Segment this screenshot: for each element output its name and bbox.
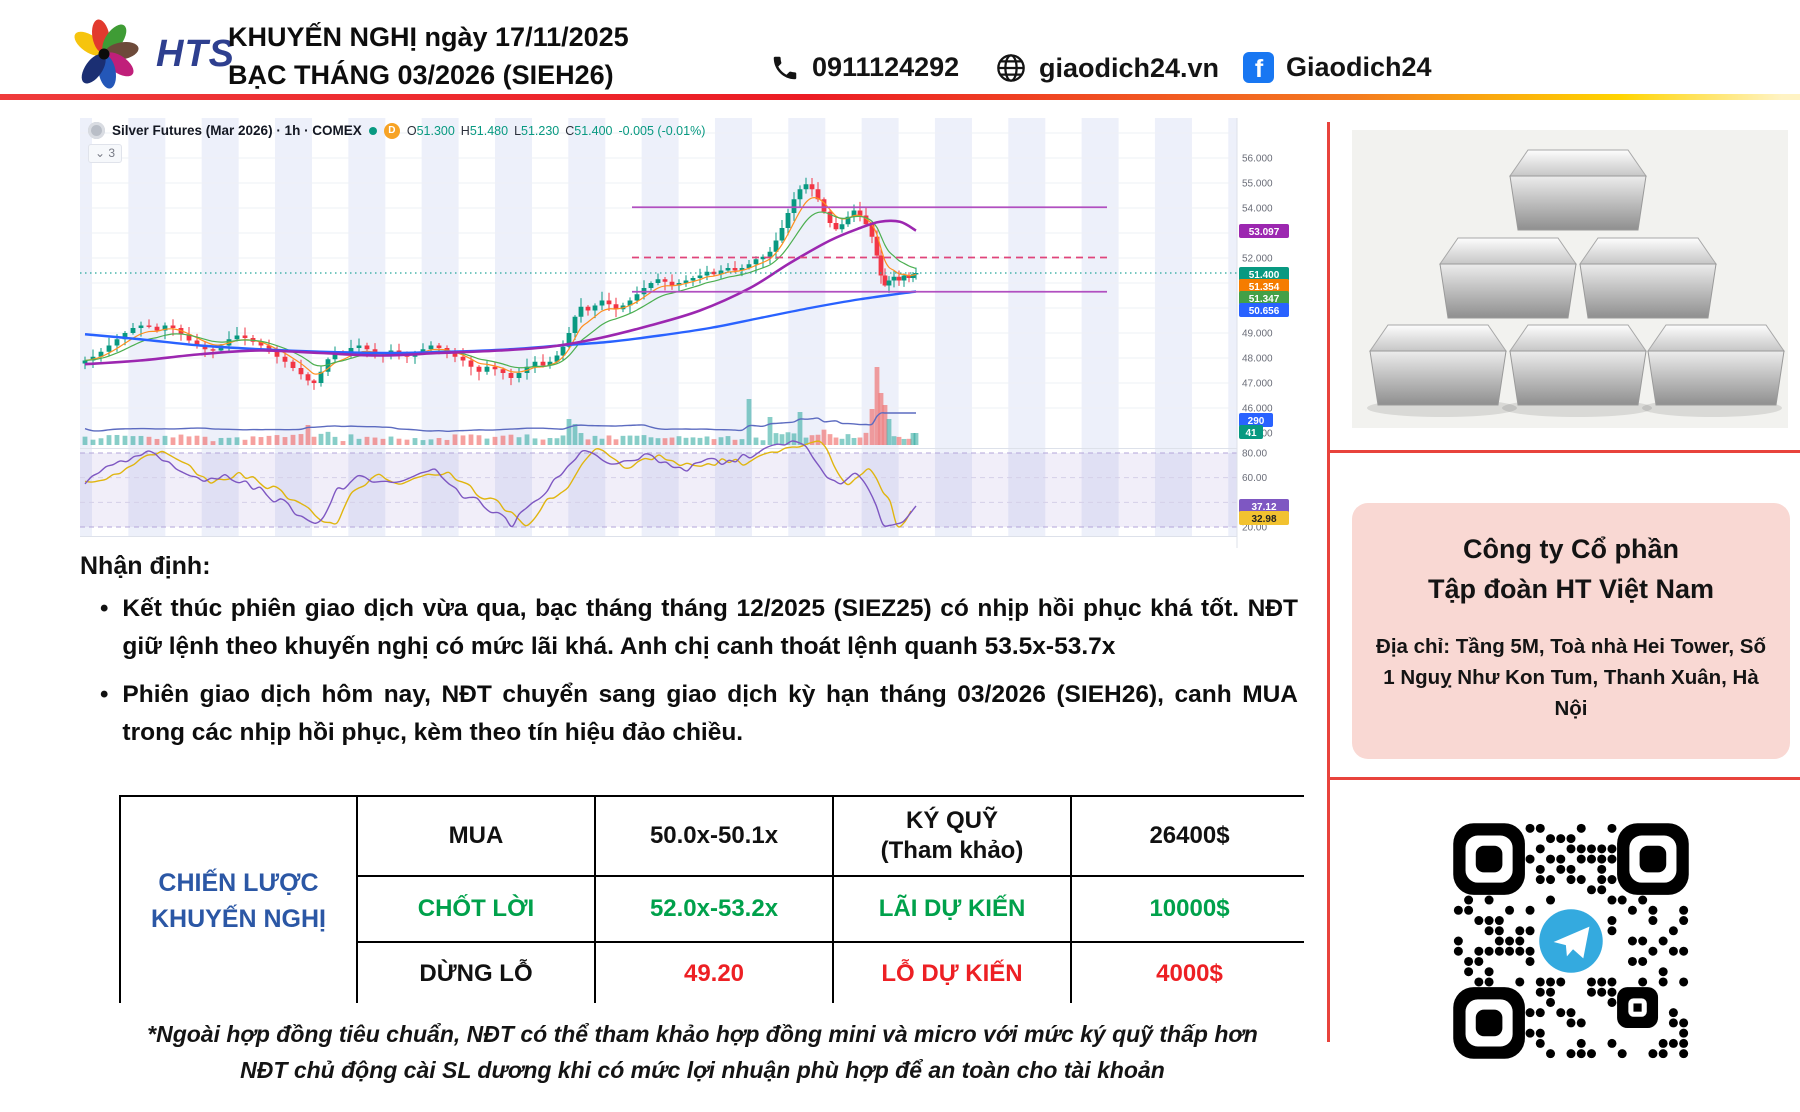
website-url: giaodich24.vn — [1039, 52, 1220, 83]
buy-zone: 50.0x-50.1x — [596, 797, 832, 875]
list-item: • Kết thúc phiên giao dịch vừa qua, bạc … — [100, 590, 1298, 666]
take-profit-label: CHỐT LỜI — [358, 877, 594, 941]
analysis-bullets: • Kết thúc phiên giao dịch vừa qua, bạc … — [100, 590, 1298, 762]
svg-text:46.000: 46.000 — [1242, 404, 1273, 415]
recommendation-title: KHUYẾN NGHỊ ngày 17/11/2025 BẠC THÁNG 03… — [228, 18, 629, 94]
phone-number: 0911124292 — [812, 52, 960, 82]
svg-text:55.000: 55.000 — [1242, 179, 1273, 190]
svg-text:f: f — [1255, 55, 1264, 83]
silver-bars-image — [1352, 130, 1788, 428]
svg-text:41: 41 — [1245, 428, 1257, 439]
expected-loss-label: LỖ DỰ KIẾN — [834, 943, 1070, 1004]
strategy-row-header: CHIẾN LƯỢC KHUYẾN NGHỊ — [121, 797, 356, 1004]
facebook-icon: f — [1243, 52, 1274, 83]
globe-icon — [997, 54, 1025, 82]
svg-text:47.000: 47.000 — [1242, 379, 1273, 390]
bullet-text-1: Kết thúc phiên giao dịch vừa qua, bạc th… — [122, 595, 1298, 660]
chart-canvas: 56.000 55.000 54.000 52.000 49.000 48.000 47.0… — [55, 118, 1295, 548]
chart-symbol-title: Silver Futures (Mar 2026) · 1h · COMEX — [112, 123, 362, 138]
telegram-qr-code — [1443, 813, 1699, 1069]
company-address: Địa chỉ: Tầng 5M, Toà nhà Hei Tower, Số … — [1376, 635, 1766, 720]
interval-d-badge: D — [383, 122, 400, 139]
company-name: Công ty Cổ phần Tập đoàn HT Việt Nam — [1427, 534, 1715, 604]
svg-text:80.00: 80.00 — [1242, 449, 1267, 460]
list-item: • Phiên giao dịch hôm nay, NĐT chuyển sa… — [100, 676, 1298, 752]
expected-profit-value: 10000$ — [1072, 877, 1307, 941]
svg-text:51.354: 51.354 — [1249, 282, 1280, 293]
header-divider — [0, 94, 1800, 100]
bullet-icon: • — [100, 681, 109, 708]
svg-text:51.400: 51.400 — [1249, 270, 1280, 281]
market-status-dot-icon — [368, 126, 377, 135]
title-line-1: KHUYẾN NGHỊ ngày 17/11/2025 — [228, 22, 629, 52]
hts-flower-icon — [74, 19, 139, 89]
title-line-2: BẠC THÁNG 03/2026 (SIEH26) — [228, 60, 614, 90]
disclaimer-line-1: *Ngoài hợp đồng tiêu chuẩn, NĐT có thể t… — [147, 1021, 1258, 1047]
margin-label: KÝ QUỸ (Tham khảo) — [834, 797, 1070, 875]
svg-text:60.00: 60.00 — [1242, 473, 1267, 484]
svg-text:37.12: 37.12 — [1251, 502, 1276, 513]
phone-icon — [773, 56, 797, 79]
change-readout: -0.005 (-0.01%) — [618, 123, 706, 138]
disclaimer-line-2: NĐT chủ động cài SL dương khi có mức lợi… — [240, 1057, 1165, 1083]
right-column-vertical-divider — [1327, 122, 1330, 1042]
bullet-text-2: Phiên giao dịch hôm nay, NĐT chuyển sang… — [122, 681, 1298, 746]
expected-loss-value: 4000$ — [1072, 943, 1307, 1004]
symbol-logo-icon — [88, 122, 105, 139]
chart-symbol-header: Silver Futures (Mar 2026) · 1h · COMEX D… — [88, 122, 705, 139]
disclaimer-note: *Ngoài hợp đồng tiêu chuẩn, NĐT có thể t… — [120, 1016, 1285, 1088]
svg-text:32.98: 32.98 — [1251, 514, 1276, 525]
website-link[interactable]: giaodich24.vn — [995, 52, 1219, 84]
svg-text:54.000: 54.000 — [1242, 204, 1273, 215]
stop-loss-value: 49.20 — [596, 943, 832, 1004]
right-column-divider-1 — [1327, 450, 1800, 453]
company-info-card: Công ty Cổ phần Tập đoàn HT Việt Nam Địa… — [1352, 503, 1790, 759]
margin-value: 26400$ — [1072, 797, 1307, 875]
analysis-heading: Nhận định: — [80, 552, 211, 580]
tradingview-chart: 56.000 55.000 54.000 52.000 49.000 48.000 47.0… — [55, 118, 1295, 548]
facebook-name: Giaodich24 — [1286, 52, 1432, 82]
expected-profit-label: LÃI DỰ KIẾN — [834, 877, 1070, 941]
right-column-divider-2 — [1327, 777, 1800, 780]
svg-text:51.347: 51.347 — [1249, 294, 1280, 305]
take-profit-zone: 52.0x-53.2x — [596, 877, 832, 941]
ohlc-readout: O51.300 H51.480 L51.230 C51.400 -0.005 (… — [406, 123, 706, 138]
svg-text:290: 290 — [1248, 416, 1265, 427]
phone-link[interactable]: 0911124292 — [770, 52, 959, 83]
svg-text:48.000: 48.000 — [1242, 354, 1273, 365]
svg-text:53.097: 53.097 — [1249, 227, 1280, 238]
svg-text:20.00: 20.00 — [1242, 523, 1267, 534]
facebook-link[interactable]: f Giaodich24 — [1243, 52, 1432, 83]
hts-logo: HTS — [58, 12, 235, 96]
collapse-indicators-button[interactable]: ⌄ 3 — [88, 144, 123, 163]
svg-text:50.656: 50.656 — [1249, 306, 1280, 317]
stop-loss-label: DỪNG LỖ — [358, 943, 594, 1004]
svg-text:56.000: 56.000 — [1242, 154, 1273, 165]
buy-label: MUA — [358, 797, 594, 875]
svg-text:52.000: 52.000 — [1242, 254, 1273, 265]
strategy-table: CHIẾN LƯỢC KHUYẾN NGHỊ MUA 50.0x-50.1x K… — [119, 795, 1307, 1004]
hts-logo-text: HTS — [156, 32, 235, 75]
svg-text:49.000: 49.000 — [1242, 329, 1273, 340]
bullet-icon: • — [100, 595, 109, 622]
